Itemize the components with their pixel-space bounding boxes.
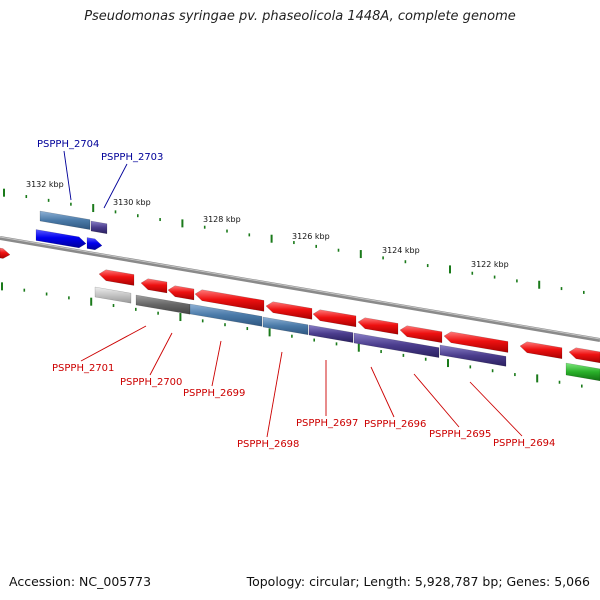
scale-ticks: 3132 kbp 3130 kbp 3128 kbp 3126 kbp 3124 kbp… bbox=[1, 180, 585, 388]
accession-value: NC_005773 bbox=[79, 574, 152, 589]
cds-reverse-0 bbox=[98, 269, 135, 286]
blast-hit-grey bbox=[135, 294, 191, 315]
length-label: Length bbox=[364, 574, 415, 589]
leader-line bbox=[103, 163, 128, 209]
blast-hit-PSPPH_2695 bbox=[439, 344, 507, 367]
scale-label: 3128 kbp bbox=[203, 215, 241, 224]
gene-label-PSPPH_2701[interactable]: PSPPH_2701 bbox=[52, 363, 114, 374]
cds-forward-PSPPH_2703 bbox=[86, 237, 103, 251]
genes-value: 5,066 bbox=[554, 574, 590, 589]
blast-hit-PSPPH_2698 bbox=[262, 316, 309, 336]
leader-line bbox=[211, 340, 222, 387]
gene-label-PSPPH_2700[interactable]: PSPPH_2700 bbox=[120, 377, 182, 388]
blast-hit-PSPPH_2704 bbox=[39, 210, 91, 230]
cds-reverse-2 bbox=[167, 285, 195, 301]
leader-line bbox=[370, 366, 395, 418]
leader-line bbox=[149, 332, 173, 376]
scale-label: 3130 kbp bbox=[113, 198, 151, 207]
scale-label: 3132 kbp bbox=[26, 180, 64, 189]
leader-line bbox=[413, 373, 460, 428]
leader-line bbox=[469, 381, 523, 437]
genome-stats: TopologycircularLength5,928,787 bpGenes5… bbox=[247, 574, 590, 589]
gene-label-PSPPH_2699[interactable]: PSPPH_2699 bbox=[183, 388, 245, 399]
leader-line bbox=[63, 150, 72, 201]
leader-line bbox=[266, 351, 283, 438]
cds-reverse-7 bbox=[399, 325, 443, 344]
gene-label-PSPPH_2704[interactable]: PSPPH_2704 bbox=[37, 139, 99, 150]
blast-hit-PSPPH_2699 bbox=[189, 303, 263, 327]
genome-backbone bbox=[0, 236, 600, 342]
cds-reverse-6 bbox=[357, 317, 399, 335]
gene-label-PSPPH_2694[interactable]: PSPPH_2694 bbox=[493, 438, 555, 449]
cds-reverse-4 bbox=[265, 301, 313, 320]
cds-reverse-1 bbox=[140, 278, 168, 294]
genes-label: Genes bbox=[507, 574, 555, 589]
cds-reverse-3 bbox=[194, 289, 265, 312]
blast-hit-PSPPH_2703 bbox=[90, 220, 108, 235]
pseudogene-block bbox=[94, 286, 132, 304]
gene-label-PSPPH_2698[interactable]: PSPPH_2698 bbox=[237, 439, 299, 450]
cds-reverse-9 bbox=[519, 341, 563, 360]
scale-label: 3122 kbp bbox=[471, 260, 509, 269]
blast-hit-PSPPH_2696 bbox=[353, 332, 440, 358]
gene-label-PSPPH_2696[interactable]: PSPPH_2696 bbox=[364, 419, 426, 430]
scale-label: 3126 kbp bbox=[292, 232, 330, 241]
cds-reverse-8 bbox=[443, 331, 509, 353]
label-leader-lines bbox=[63, 150, 523, 438]
cds-forward-PSPPH_2704 bbox=[35, 229, 87, 249]
gene-label-PSPPH_2697[interactable]: PSPPH_2697 bbox=[296, 418, 358, 429]
gene-label-PSPPH_2703[interactable]: PSPPH_2703 bbox=[101, 152, 163, 163]
scale-label: 3124 kbp bbox=[382, 246, 420, 255]
gene-features bbox=[0, 210, 600, 382]
accession-info: AccessionNC_005773 bbox=[9, 574, 151, 589]
cds-reverse-5 bbox=[312, 309, 357, 328]
accession-label: Accession bbox=[9, 574, 79, 589]
rna-feature bbox=[565, 362, 600, 382]
gene-label-PSPPH_2695[interactable]: PSPPH_2695 bbox=[429, 429, 491, 440]
cds-forward-partial bbox=[0, 247, 11, 259]
genome-title: Pseudomonas syringae pv. phaseolicola 14… bbox=[84, 9, 516, 24]
topology-value: circular bbox=[309, 574, 363, 589]
topology-label: Topology bbox=[247, 574, 309, 589]
length-value: 5,928,787 bp bbox=[415, 574, 507, 589]
cds-reverse-10 bbox=[568, 347, 600, 364]
leader-line bbox=[80, 325, 147, 362]
blast-hit-PSPPH_2697 bbox=[308, 324, 354, 343]
